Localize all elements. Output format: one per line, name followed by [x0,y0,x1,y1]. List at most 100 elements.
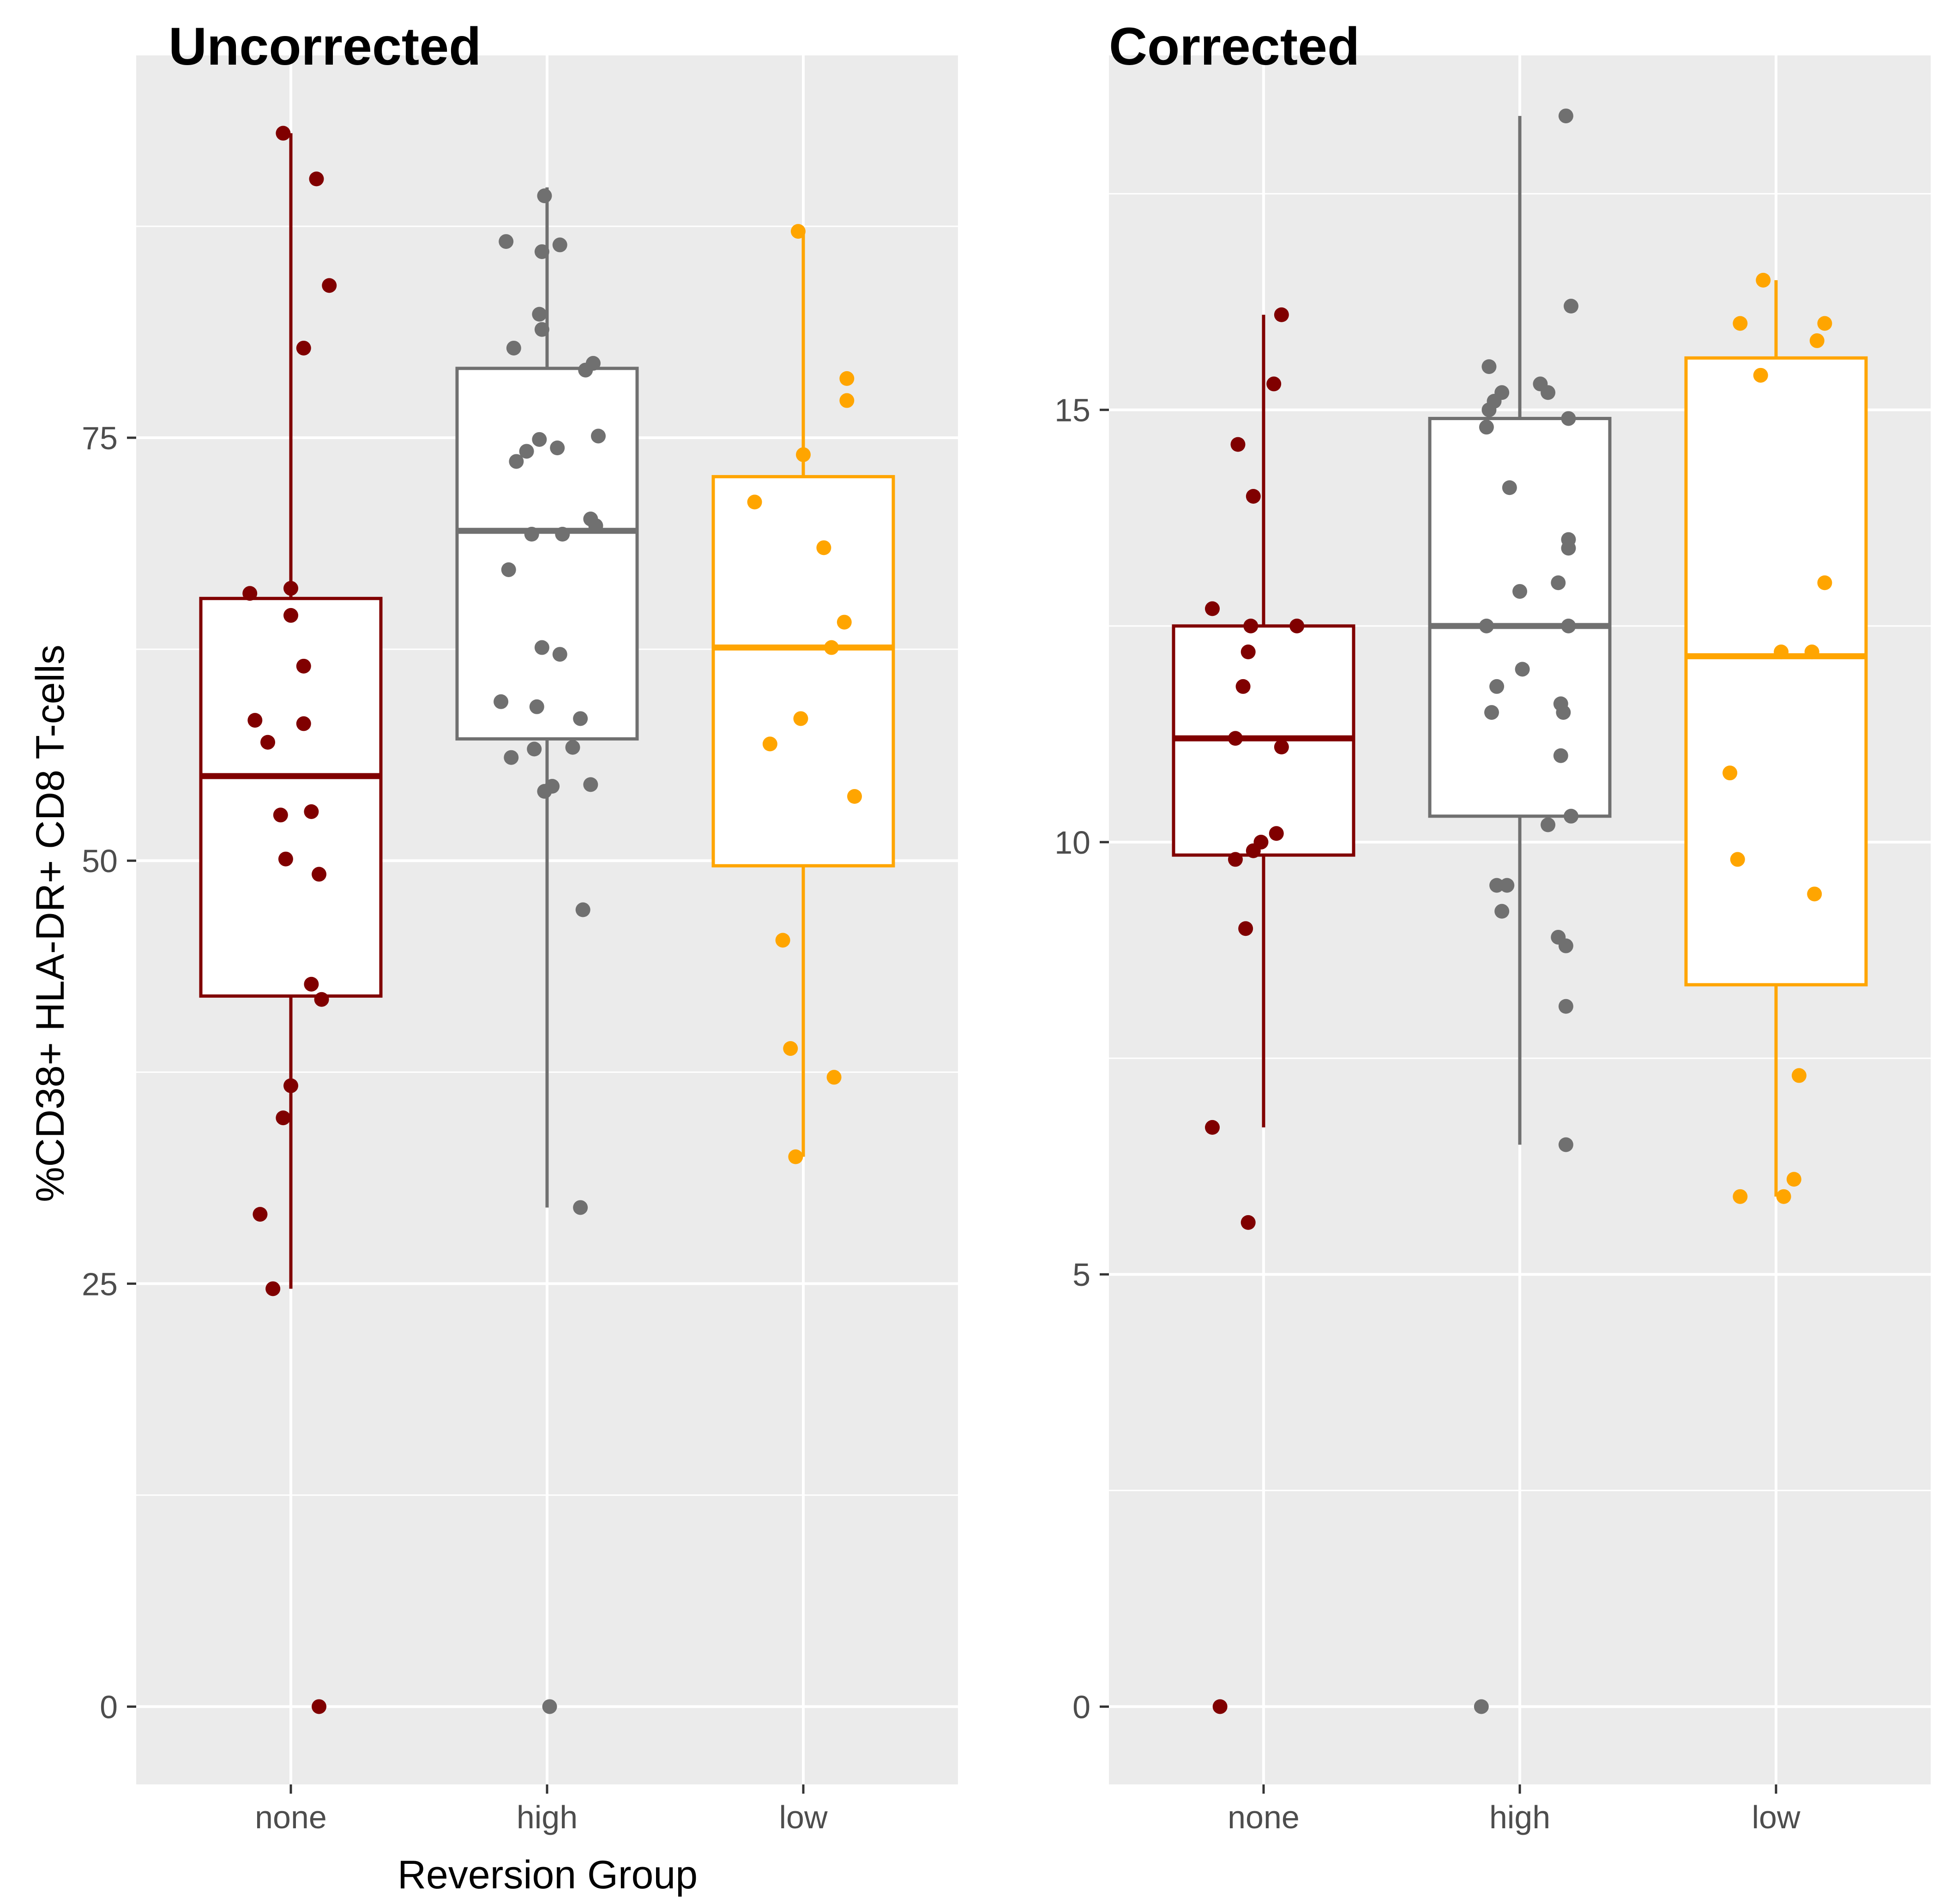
data-point-low [790,224,806,239]
data-point-high [494,694,509,709]
data-point-high [1474,1699,1489,1714]
data-point-high [1561,618,1576,633]
data-point-none [314,992,329,1007]
panel-title-uncorrected: Uncorrected [169,17,481,76]
data-point-high [1502,480,1517,495]
y-tick-label: 50 [82,843,118,879]
data-point-low [816,540,831,555]
data-point-high [537,784,552,799]
data-point-none [1243,618,1259,633]
data-point-none [1246,843,1261,858]
data-point-high [578,362,593,378]
data-point-low [1722,765,1738,781]
box-high [455,367,639,741]
data-point-none [1240,1215,1256,1230]
data-point-high [1479,420,1494,435]
data-point-high [499,234,514,249]
data-point-low [839,393,855,408]
x-axis-title: Reversion Group [397,1853,698,1897]
data-point-high [534,322,549,337]
data-point-none [309,171,324,187]
data-point-high [1551,575,1566,590]
data-point-high [529,699,544,714]
x-tick-label-low: low [779,1799,827,1835]
data-point-high [1564,808,1578,824]
data-point-high [1484,705,1499,720]
data-point-high [1479,618,1494,633]
data-point-low [762,736,777,752]
data-point-high [1489,679,1505,694]
data-point-high [1558,938,1573,953]
data-point-high [532,432,547,447]
data-point-none [312,1699,327,1714]
data-point-none [1240,645,1256,660]
data-point-low [1753,368,1768,383]
data-point-low [847,789,862,804]
data-point-none [1228,852,1243,867]
data-point-high [1558,999,1573,1014]
data-point-high [504,750,519,765]
data-point-low [1807,886,1822,902]
data-point-high [519,444,534,459]
data-point-none [260,735,276,750]
y-tick-label: 10 [1054,825,1090,861]
data-point-none [1235,679,1251,694]
y-tick-label: 25 [82,1266,118,1302]
data-point-none [283,1078,298,1093]
data-point-low [783,1041,798,1056]
data-point-none [1269,826,1284,841]
data-point-low [1733,316,1748,331]
data-point-none [322,278,337,293]
data-point-high [1558,1137,1573,1152]
data-point-high [1515,662,1530,677]
data-point-high [1541,385,1556,400]
x-tick-label-high: high [1489,1799,1550,1835]
box-high [1428,416,1612,818]
data-point-high [1499,878,1515,893]
data-point-low [747,494,762,510]
data-point-low [793,711,808,726]
data-point-low [1756,272,1771,288]
data-point-high [1494,904,1510,919]
data-point-none [296,716,311,731]
data-point-none [265,1281,281,1296]
data-point-high [1541,817,1556,832]
data-point-low [1774,645,1789,660]
data-point-high [527,741,542,757]
data-point-none [1274,740,1289,754]
data-point-high [1561,411,1576,426]
data-point-none [304,976,319,992]
panel-uncorrected: 0 25 50 75 none high low [82,55,958,1835]
data-point-high [573,711,588,726]
data-point-high [591,428,606,444]
data-point-none [283,608,298,623]
data-point-none [1289,618,1305,633]
data-point-none [1230,437,1246,452]
data-point-high [555,527,570,542]
data-point-none [276,1110,291,1126]
data-point-low [1809,333,1825,348]
data-point-none [1246,488,1261,504]
data-point-high [1512,584,1527,599]
data-point-none [312,867,327,882]
data-point-low [1776,1189,1791,1204]
y-tick-label: 75 [82,420,118,456]
data-point-none [273,807,288,823]
x-tick-label-high: high [517,1799,578,1835]
data-point-none [247,713,263,728]
data-point-none [1266,376,1282,392]
data-point-none [304,804,319,819]
data-point-low [775,933,790,948]
panel-corrected: 0 5 10 15 none high low [1054,55,1931,1835]
data-point-low [1817,575,1832,590]
data-point-none [242,586,258,601]
y-tick-label: 5 [1072,1257,1090,1293]
data-point-low [1786,1172,1801,1187]
data-point-low [1730,852,1745,867]
data-point-high [573,1200,588,1215]
data-point-low [788,1149,803,1164]
panel-title-corrected: Corrected [1109,17,1360,76]
data-point-high [1556,705,1571,720]
data-point-high [588,518,603,533]
box-low [711,475,895,868]
